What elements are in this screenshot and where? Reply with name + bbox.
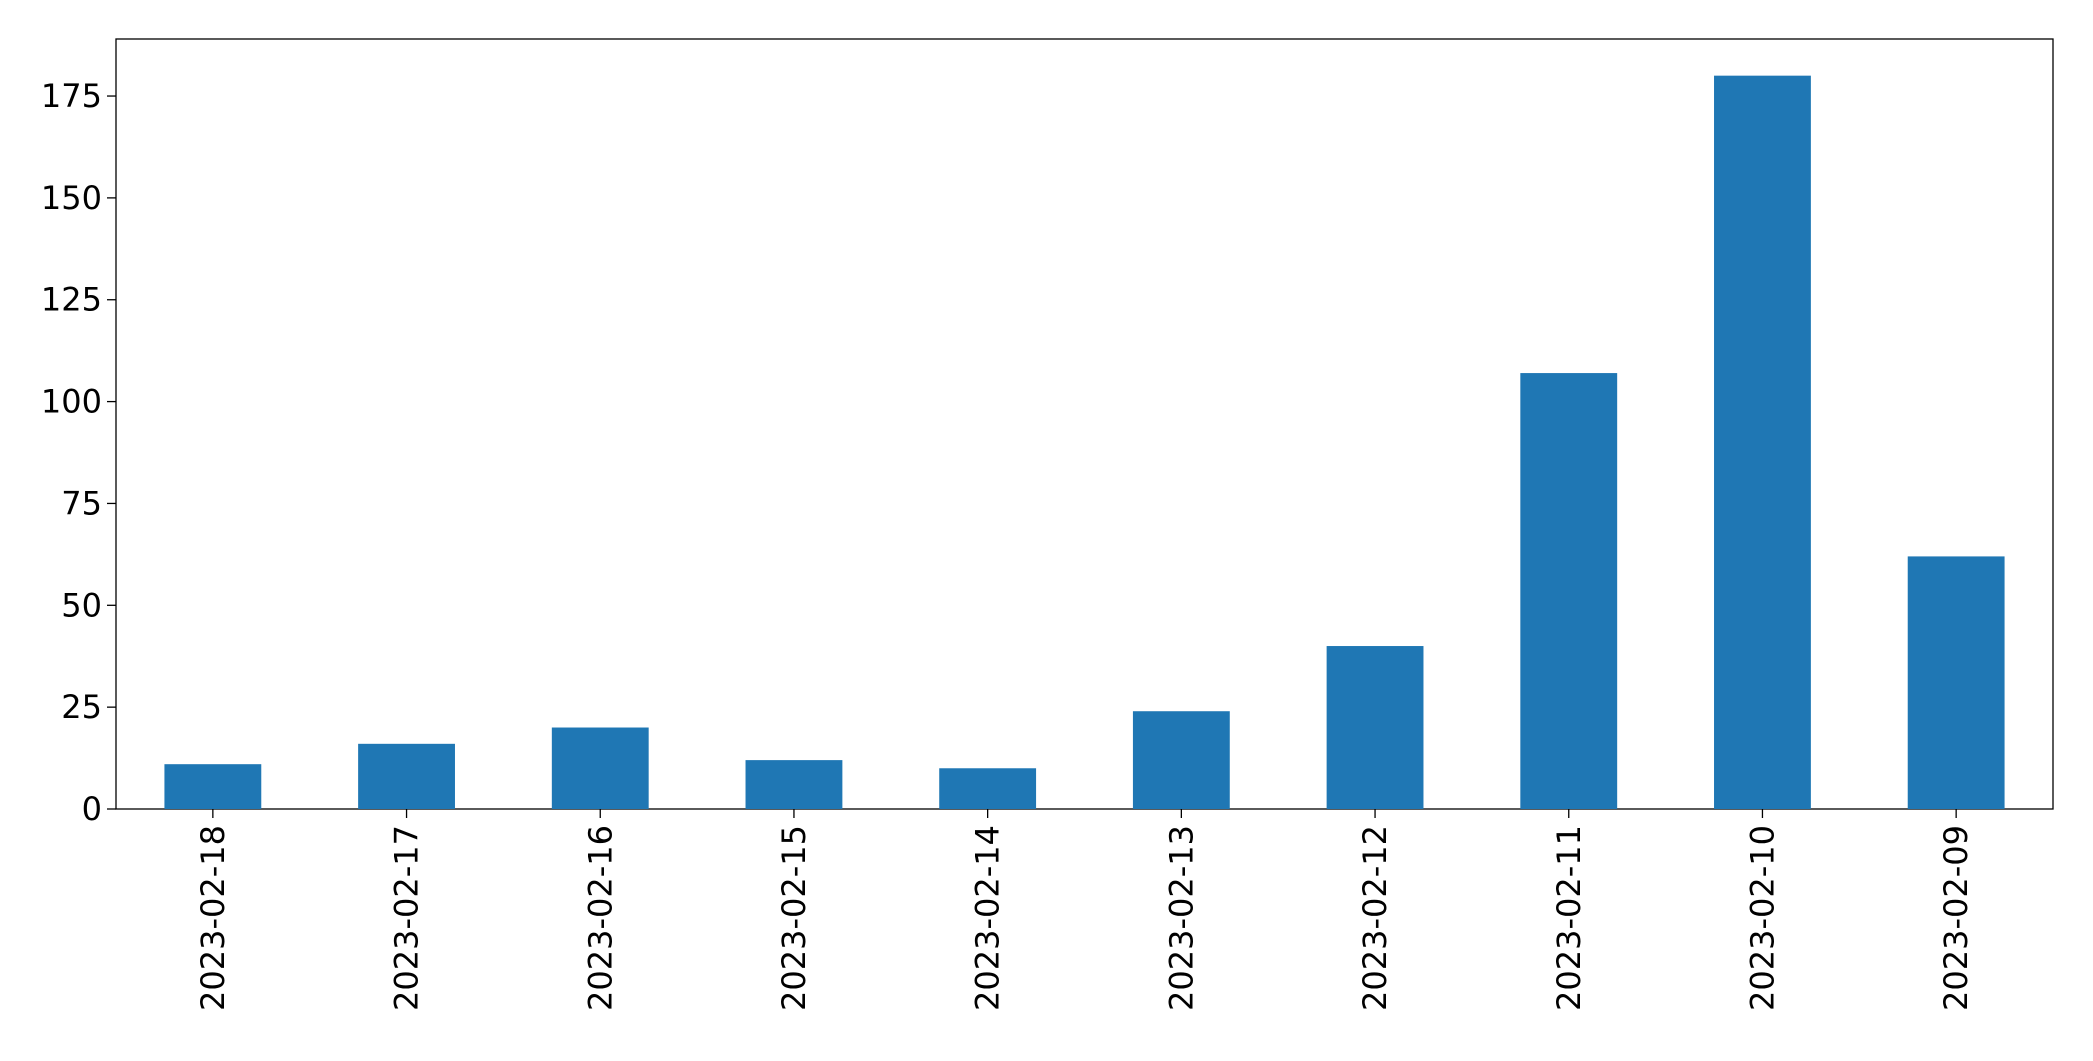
bar [939,768,1037,809]
y-tick-label: 175 [41,77,102,115]
y-tick-label: 125 [41,281,102,319]
y-tick-label: 100 [41,383,102,421]
bar [1907,556,2005,809]
x-tick-label: 2023-02-14 [969,825,1007,1011]
x-tick-label: 2023-02-18 [194,825,232,1011]
bar [1520,373,1618,809]
bar [745,760,843,809]
y-tick-label: 25 [61,688,102,726]
x-tick-label: 2023-02-12 [1356,825,1394,1011]
x-tick-label: 2023-02-17 [388,825,426,1011]
y-tick-label: 75 [61,484,102,522]
x-tick-label: 2023-02-16 [581,825,619,1011]
x-tick-label: 2023-02-10 [1743,825,1781,1011]
bar [1326,646,1424,809]
bar [551,727,649,809]
y-tick-label: 50 [61,586,102,624]
bar [358,743,455,809]
y-tick-label: 150 [41,179,102,217]
bar [164,764,262,809]
bar [1132,711,1230,809]
x-tick-label: 2023-02-13 [1162,825,1200,1011]
x-tick-label: 2023-02-15 [775,825,813,1011]
y-tick-label: 0 [82,790,102,828]
x-tick-label: 2023-02-09 [1937,825,1975,1011]
bar [1714,75,1811,809]
axes-frame [115,38,2054,810]
x-tick-label: 2023-02-11 [1550,825,1588,1011]
